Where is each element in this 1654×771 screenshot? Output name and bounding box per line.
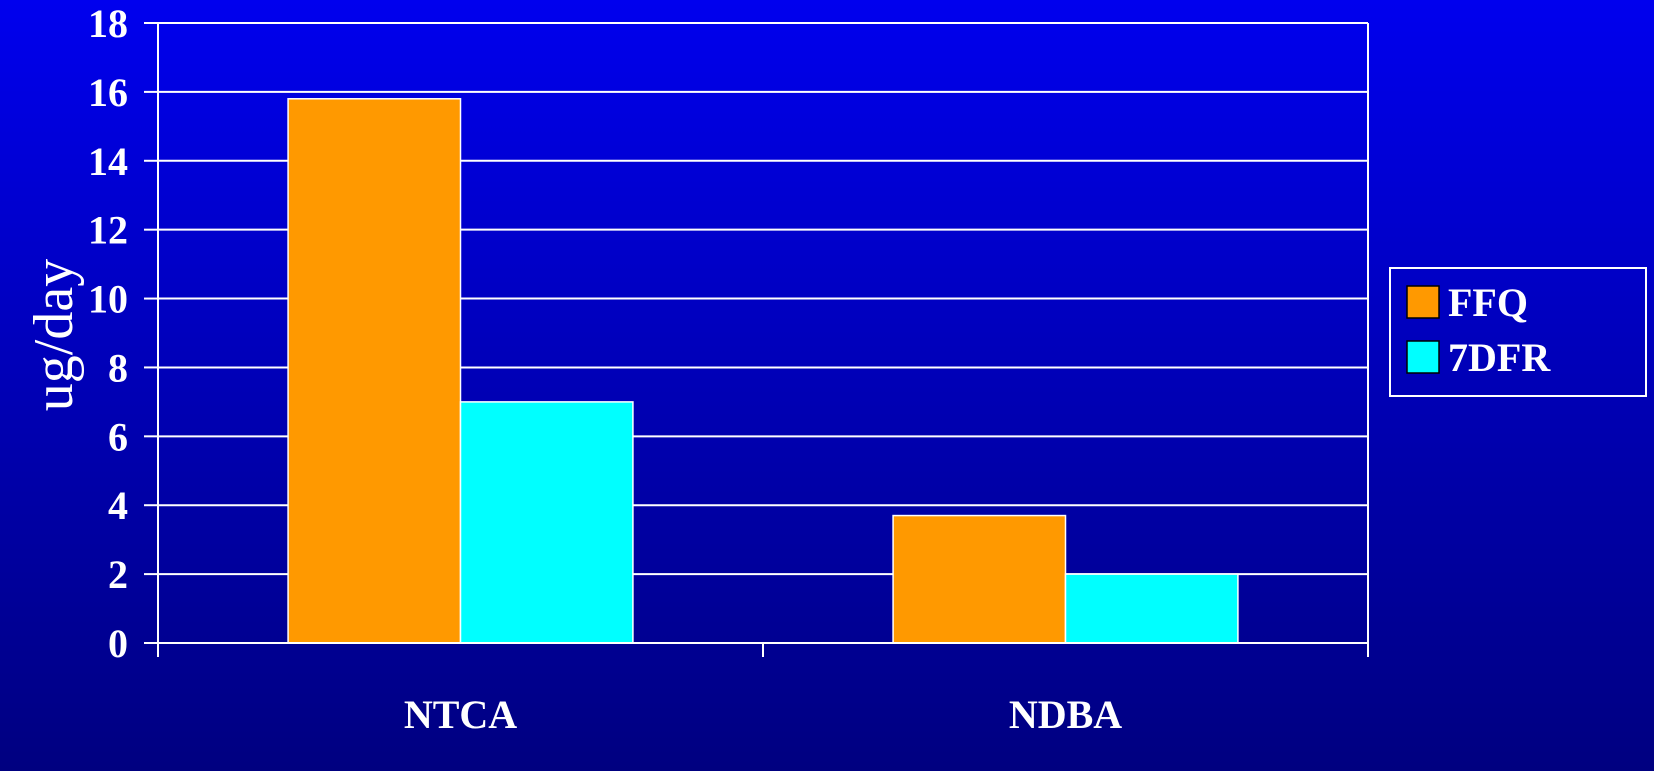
- y-tick-label: 0: [108, 621, 128, 666]
- bar-ffq-ntca: [287, 98, 462, 644]
- bar-ffq-ndba: [892, 514, 1067, 644]
- y-tick-label: 4: [108, 483, 128, 528]
- y-tick-label: 12: [88, 208, 128, 253]
- y-tick-labels: 0 2 4 6 8 10 12 14 16 18: [88, 1, 128, 666]
- legend: FFQ 7DFR: [1389, 267, 1647, 397]
- bar-7dfr-ndba: [1064, 573, 1239, 644]
- y-tick-label: 10: [88, 277, 128, 322]
- y-tick-label: 16: [88, 70, 128, 115]
- y-tick-label: 8: [108, 345, 128, 390]
- legend-swatch-7dfr: [1406, 340, 1440, 374]
- bar-7dfr-ntca: [459, 401, 634, 644]
- category-label: NDBA: [1009, 692, 1122, 737]
- bars: [287, 98, 1239, 644]
- y-tick-label: 18: [88, 1, 128, 46]
- y-tick-label: 14: [88, 139, 128, 184]
- legend-swatch-ffq: [1406, 285, 1440, 319]
- category-label: NTCA: [404, 692, 517, 737]
- legend-label-7dfr: 7DFR: [1448, 335, 1551, 380]
- y-axis-title: ug/day: [23, 259, 85, 411]
- legend-box: [1389, 267, 1647, 397]
- category-labels: NTCA NDBA: [404, 692, 1122, 737]
- axes: [144, 22, 1369, 657]
- y-tick-label: 6: [108, 414, 128, 459]
- legend-label-ffq: FFQ: [1448, 280, 1528, 325]
- y-tick-label: 2: [108, 552, 128, 597]
